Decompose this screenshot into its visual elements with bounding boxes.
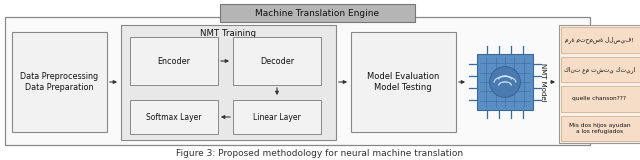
Bar: [561, 27, 640, 52]
Text: Machine Translation Engine: Machine Translation Engine: [255, 8, 379, 17]
Bar: [130, 100, 218, 134]
Bar: [233, 37, 321, 85]
Text: Encoder: Encoder: [157, 56, 191, 65]
Bar: [12, 32, 107, 132]
Bar: [561, 116, 640, 141]
Text: كانت عم تشتي كثيرا: كانت عم تشتي كثيرا: [564, 66, 635, 73]
Bar: [561, 86, 640, 112]
Text: Model Evaluation
Model Testing: Model Evaluation Model Testing: [367, 72, 439, 92]
Bar: [559, 25, 640, 143]
Bar: [477, 54, 533, 110]
Text: NMT Training: NMT Training: [200, 29, 256, 39]
Bar: [561, 56, 640, 82]
Text: NMT Model: NMT Model: [540, 63, 546, 101]
Text: Figure 3: Proposed methodology for neural machine translation: Figure 3: Proposed methodology for neura…: [177, 148, 463, 157]
Text: Softmax Layer: Softmax Layer: [147, 112, 202, 121]
Bar: [351, 32, 456, 132]
Text: Linear Layer: Linear Layer: [253, 112, 301, 121]
Text: Data Preprocessing
Data Preparation: Data Preprocessing Data Preparation: [20, 72, 98, 92]
Circle shape: [490, 67, 520, 97]
Text: quelle chanson???: quelle chanson???: [573, 96, 627, 101]
Text: مرة متحمسة للصيف!: مرة متحمسة للصيف!: [565, 36, 634, 43]
Bar: [220, 4, 415, 22]
Bar: [233, 100, 321, 134]
Bar: [121, 25, 336, 140]
Text: Decoder: Decoder: [260, 56, 294, 65]
Bar: [5, 17, 590, 145]
Text: Mis dos hijos ayudan
a los refugiados: Mis dos hijos ayudan a los refugiados: [569, 123, 630, 134]
Bar: [130, 37, 218, 85]
